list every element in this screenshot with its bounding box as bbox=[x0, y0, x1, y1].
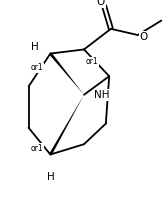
Text: NH: NH bbox=[94, 90, 110, 100]
Text: or1: or1 bbox=[86, 57, 99, 66]
Text: O: O bbox=[97, 0, 105, 7]
Polygon shape bbox=[49, 52, 84, 95]
Text: H: H bbox=[47, 172, 54, 182]
Text: O: O bbox=[139, 32, 148, 42]
Text: or1: or1 bbox=[31, 63, 43, 73]
Text: H: H bbox=[31, 42, 39, 52]
Polygon shape bbox=[49, 95, 84, 156]
Text: or1: or1 bbox=[31, 144, 43, 153]
